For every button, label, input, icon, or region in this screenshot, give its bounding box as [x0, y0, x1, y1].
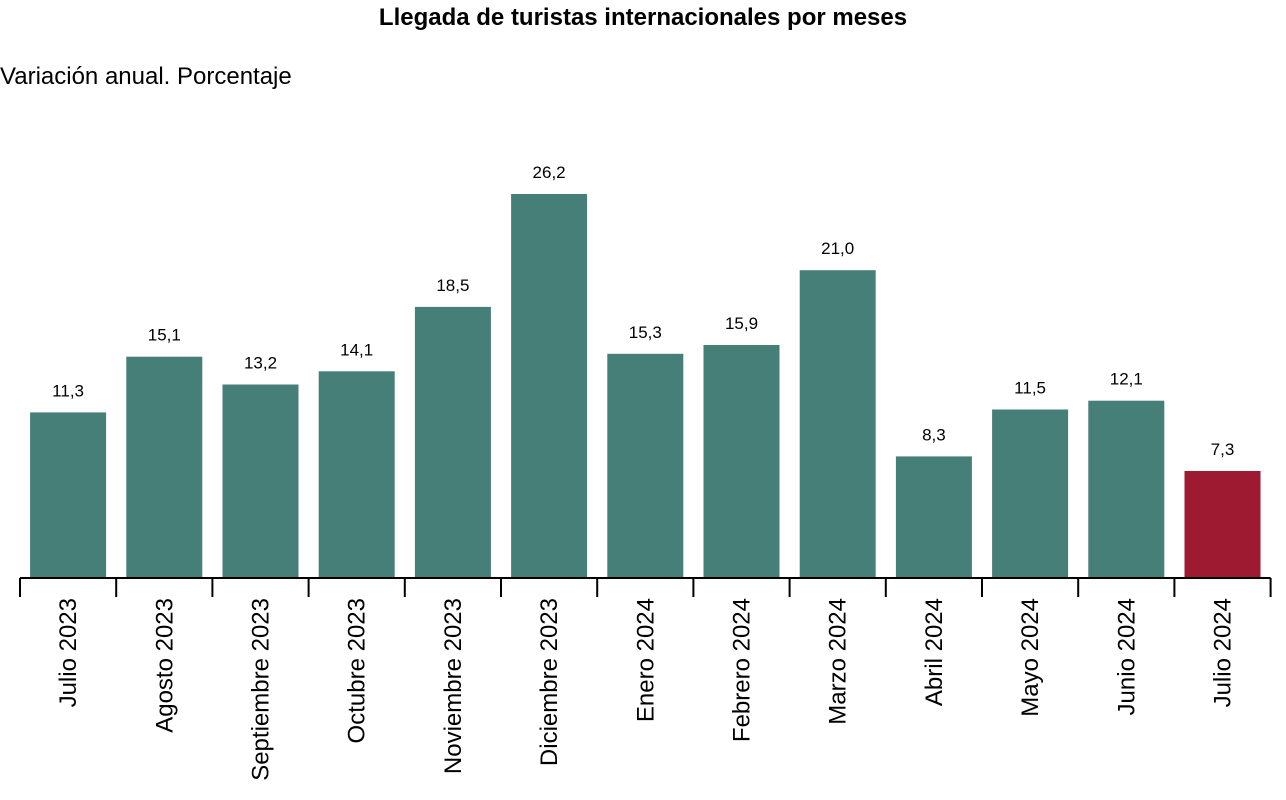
- bar-11: [1088, 400, 1165, 578]
- bar-7: [703, 345, 780, 578]
- bars-layer: [30, 194, 1261, 578]
- data-label-9: 8,3: [922, 425, 946, 444]
- data-label-6: 15,3: [629, 323, 662, 342]
- bar-10: [992, 409, 1069, 578]
- x-tick-label-7: Febrero 2024: [729, 598, 756, 742]
- x-tick-label-12: Julio 2024: [1210, 598, 1237, 707]
- data-label-1: 15,1: [148, 326, 181, 345]
- x-axis: [19, 577, 1272, 597]
- data-label-10: 11,5: [1014, 379, 1046, 398]
- chart-title: Llegada de turistas internacionales por …: [378, 4, 908, 31]
- bar-9: [895, 456, 972, 578]
- data-label-4: 18,5: [436, 276, 469, 295]
- data-label-3: 14,1: [340, 340, 373, 359]
- x-tick-label-3: Octubre 2023: [344, 598, 371, 743]
- x-tick-label-8: Marzo 2024: [825, 598, 852, 725]
- x-tick-label-5: Diciembre 2023: [536, 598, 563, 766]
- data-label-2: 13,2: [244, 354, 277, 373]
- bar-5: [511, 194, 588, 578]
- data-label-5: 26,2: [533, 163, 566, 182]
- x-tick-labels-layer: Julio 2023 Agosto 2023 Septiembre 2023 Octu…: [55, 598, 1236, 781]
- bar-1: [126, 356, 203, 578]
- bar-6: [607, 353, 684, 578]
- x-tick-label-10: Mayo 2024: [1017, 598, 1044, 717]
- x-tick-label-11: Junio 2024: [1113, 598, 1140, 715]
- chart-subtitle: Variación anual. Porcentaje: [0, 63, 292, 90]
- x-tick-label-4: Noviembre 2023: [440, 598, 467, 774]
- data-labels-layer: 11,3 15,1 13,2 14,1 18,5 26,2 15,3 15,9 21,0 8,3 1…: [52, 163, 1234, 459]
- bar-12: [1184, 471, 1261, 578]
- x-tick-label-1: Agosto 2023: [151, 598, 178, 733]
- bar-8: [799, 270, 876, 578]
- bar-0: [30, 412, 107, 578]
- data-label-7: 15,9: [725, 314, 758, 333]
- bar-4: [414, 306, 491, 578]
- x-tick-label-6: Enero 2024: [632, 598, 659, 722]
- data-label-12: 7,3: [1211, 440, 1235, 459]
- x-tick-label-0: Julio 2023: [55, 598, 82, 707]
- x-tick-label-2: Septiembre 2023: [248, 598, 275, 781]
- bar-2: [222, 384, 299, 578]
- bar-3: [318, 371, 395, 578]
- data-label-11: 12,1: [1110, 370, 1143, 389]
- x-tick-label-9: Abril 2024: [921, 598, 948, 706]
- data-label-8: 21,0: [821, 239, 854, 258]
- data-label-0: 11,3: [52, 381, 84, 400]
